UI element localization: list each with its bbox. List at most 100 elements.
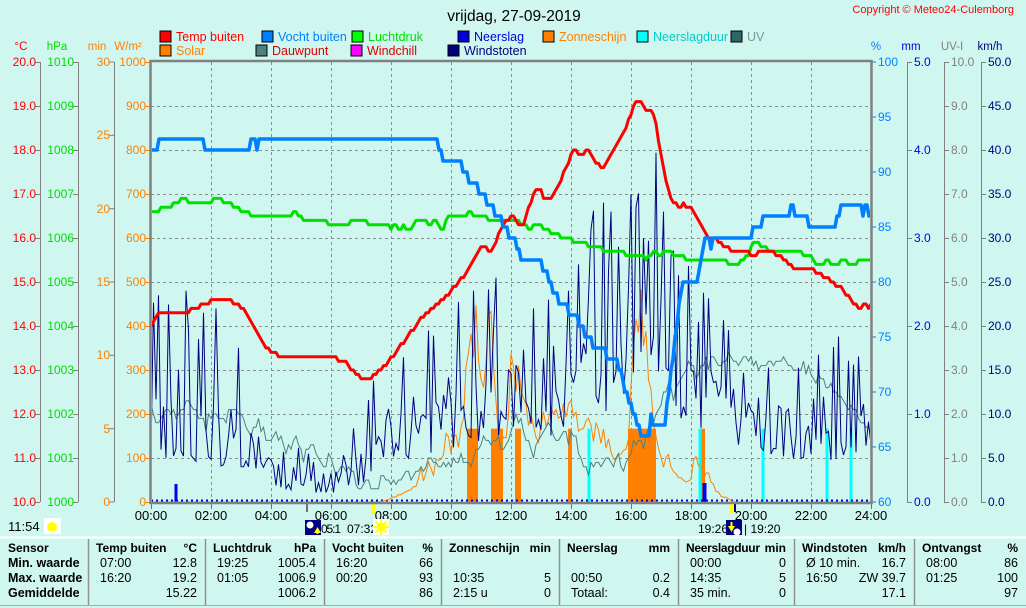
svg-text:00:00: 00:00 — [135, 508, 168, 523]
svg-text:UV: UV — [747, 30, 765, 44]
svg-text:20.0: 20.0 — [13, 55, 37, 69]
svg-text:1000: 1000 — [119, 55, 146, 69]
svg-text:15.0: 15.0 — [988, 363, 1012, 377]
svg-text:1005.4: 1005.4 — [278, 556, 316, 570]
svg-text:0: 0 — [544, 586, 551, 600]
svg-text:Windstoten: Windstoten — [464, 44, 527, 58]
svg-text:16:20: 16:20 — [100, 571, 131, 585]
svg-text:1001: 1001 — [47, 451, 74, 465]
svg-text:10.0: 10.0 — [988, 407, 1012, 421]
svg-text:18:00: 18:00 — [675, 508, 708, 523]
svg-text:75: 75 — [878, 330, 892, 344]
svg-text:Zonneschijn: Zonneschijn — [559, 30, 626, 44]
svg-text:0.0: 0.0 — [951, 495, 968, 509]
svg-text:100: 100 — [997, 571, 1018, 585]
svg-text:Temp buiten: Temp buiten — [96, 541, 166, 555]
svg-text:400: 400 — [126, 319, 146, 333]
svg-text:65: 65 — [878, 440, 892, 454]
svg-text:Windstoten: Windstoten — [802, 541, 867, 555]
svg-text:6.0: 6.0 — [951, 231, 968, 245]
svg-text:Neerslagduur: Neerslagduur — [686, 541, 760, 555]
svg-text:Neerslagduur: Neerslagduur — [653, 30, 728, 44]
svg-text:00:00: 00:00 — [690, 556, 721, 570]
svg-text:km/h: km/h — [878, 541, 906, 555]
svg-text:Vocht buiten: Vocht buiten — [278, 30, 347, 44]
svg-text:2.0: 2.0 — [951, 407, 968, 421]
svg-text:0.0: 0.0 — [988, 495, 1005, 509]
svg-text:100: 100 — [878, 55, 898, 69]
svg-text:0.4: 0.4 — [653, 586, 670, 600]
svg-text:Dauwpunt: Dauwpunt — [272, 44, 329, 58]
svg-text:Luchtdruk: Luchtdruk — [368, 30, 424, 44]
svg-text:5.0: 5.0 — [951, 275, 968, 289]
svg-text:mm: mm — [649, 541, 670, 555]
svg-text:08:00: 08:00 — [926, 556, 957, 570]
svg-text:70: 70 — [878, 385, 892, 399]
svg-text:0: 0 — [779, 586, 786, 600]
svg-text:1004: 1004 — [47, 319, 74, 333]
svg-text:80: 80 — [878, 275, 892, 289]
svg-text:%: % — [422, 541, 433, 555]
svg-text:0: 0 — [103, 495, 110, 509]
svg-text:°C: °C — [15, 41, 28, 53]
svg-text:19:25: 19:25 — [217, 556, 248, 570]
svg-text:1005: 1005 — [47, 275, 74, 289]
svg-text:00:50: 00:50 — [571, 571, 602, 585]
svg-text:1009: 1009 — [47, 99, 74, 113]
svg-text:1010: 1010 — [47, 55, 74, 69]
svg-text:14.0: 14.0 — [13, 319, 37, 333]
svg-text:40.0: 40.0 — [988, 143, 1012, 157]
svg-text:35 min.: 35 min. — [690, 586, 731, 600]
svg-text:16.7: 16.7 — [882, 556, 906, 570]
svg-text:Min. waarde: Min. waarde — [8, 556, 80, 570]
svg-text:300: 300 — [126, 363, 146, 377]
svg-text:5: 5 — [103, 422, 110, 436]
svg-text:100: 100 — [126, 451, 146, 465]
svg-text:20: 20 — [97, 202, 111, 216]
svg-text:5: 5 — [544, 571, 551, 585]
svg-text:4.0: 4.0 — [914, 143, 931, 157]
svg-text:30.0: 30.0 — [988, 231, 1012, 245]
svg-text:19.0: 19.0 — [13, 99, 37, 113]
svg-text:35.0: 35.0 — [988, 187, 1012, 201]
svg-text:05:1: 05:1 — [321, 522, 341, 536]
svg-text:Zonneschijn: Zonneschijn — [449, 541, 520, 555]
svg-text:97: 97 — [1004, 586, 1018, 600]
svg-text:min: min — [765, 541, 786, 555]
svg-text:10:00: 10:00 — [435, 508, 468, 523]
svg-text:5: 5 — [779, 571, 786, 585]
svg-text:Neerslag: Neerslag — [567, 541, 618, 555]
svg-text:07:00: 07:00 — [100, 556, 131, 570]
svg-text:min: min — [88, 41, 107, 53]
svg-text:Neerslag: Neerslag — [474, 30, 524, 44]
svg-text:25: 25 — [97, 128, 111, 142]
svg-text:1.0: 1.0 — [951, 451, 968, 465]
svg-text:5.0: 5.0 — [988, 451, 1005, 465]
svg-text:Ontvangst: Ontvangst — [922, 541, 981, 555]
svg-text:7.0: 7.0 — [951, 187, 968, 201]
svg-text:25.0: 25.0 — [988, 275, 1012, 289]
svg-text:200: 200 — [126, 407, 146, 421]
svg-text:1.0: 1.0 — [914, 407, 931, 421]
svg-text:45.0: 45.0 — [988, 99, 1012, 113]
svg-text:UV-I: UV-I — [941, 41, 963, 53]
svg-text:90: 90 — [878, 165, 892, 179]
svg-text:07:32: 07:32 — [347, 522, 377, 536]
svg-text:9.0: 9.0 — [951, 99, 968, 113]
svg-text:1008: 1008 — [47, 143, 74, 157]
svg-text:Solar: Solar — [176, 44, 205, 58]
svg-text:1006.2: 1006.2 — [278, 586, 316, 600]
svg-text:1007: 1007 — [47, 187, 74, 201]
svg-text:ZW 39.7: ZW 39.7 — [859, 571, 906, 585]
svg-text:85: 85 — [878, 220, 892, 234]
svg-text:3.0: 3.0 — [951, 363, 968, 377]
svg-text:30: 30 — [97, 55, 111, 69]
svg-text:min: min — [530, 541, 551, 555]
svg-text:0: 0 — [779, 556, 786, 570]
svg-text:14:35: 14:35 — [690, 571, 721, 585]
svg-text:Luchtdruk: Luchtdruk — [213, 541, 272, 555]
svg-text:Totaal:: Totaal: — [571, 586, 608, 600]
svg-text:12.0: 12.0 — [13, 407, 37, 421]
svg-text:12:00: 12:00 — [495, 508, 528, 523]
svg-text:W/m²: W/m² — [114, 41, 142, 53]
